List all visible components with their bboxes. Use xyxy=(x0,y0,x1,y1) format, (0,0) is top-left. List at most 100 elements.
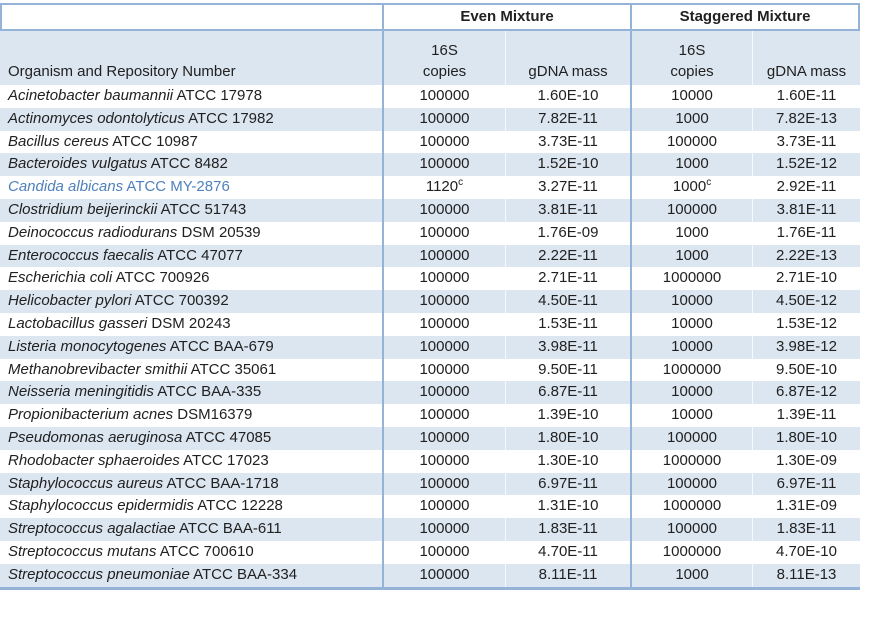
footnote-superscript: c xyxy=(706,177,712,189)
organism-name: Listeria monocytogenes xyxy=(8,337,167,355)
staggered-gdna-mass-cell: 2.22E-13 xyxy=(752,244,860,268)
even-gdna-mass-cell: 4.50E-11 xyxy=(505,290,630,313)
staggered-16s-copies-cell: 1000000 xyxy=(630,267,752,291)
organism-repository-number: ATCC 35061 xyxy=(190,360,277,378)
even-16s-copies-cell: 100000 xyxy=(382,540,505,564)
staggered-gdna-mass-cell: 1.83E-11 xyxy=(752,518,860,541)
table-body: Acinetobacter baumannii ATCC 17978 10000… xyxy=(0,85,860,590)
staggered-gdna-mass-cell: 7.82E-13 xyxy=(752,107,860,131)
even-gdna-mass-cell: 4.70E-11 xyxy=(505,540,630,564)
staggered-16s-copies-cell: 1000 xyxy=(630,107,752,131)
organism-cell: Staphylococcus aureus ATCC BAA-1718 xyxy=(0,473,382,496)
organism-cell: Escherichia coli ATCC 700926 xyxy=(0,267,382,290)
even-16s-copies-cell: 100000 xyxy=(382,267,505,291)
organism-name: Bacillus cereus xyxy=(8,132,109,150)
organism-cell: Rhodobacter sphaeroides ATCC 17023 xyxy=(0,450,382,473)
table-row: Propionibacterium acnes DSM16379 100000 … xyxy=(0,404,860,427)
staggered-16s-copies-cell: 10000 xyxy=(630,335,752,359)
staggered-gdna-mass-cell: 6.97E-11 xyxy=(752,472,860,496)
even-16s-copies-cell: 100000 xyxy=(382,244,505,268)
table-row: Bacillus cereus ATCC 10987 100000 3.73E-… xyxy=(0,130,860,154)
even-gdna-mass-cell: 8.11E-11 xyxy=(505,563,630,587)
even-16s-copies-cell: 100000 xyxy=(382,472,505,496)
organism-repository-number: ATCC MY-2876 xyxy=(126,178,230,196)
even-gdna-mass-cell: 9.50E-11 xyxy=(505,358,630,382)
staggered-gdna-mass-cell: 8.11E-13 xyxy=(752,563,860,587)
even-16s-copies-cell: 1120c xyxy=(382,176,505,199)
even-16s-copies-cell: 100000 xyxy=(382,495,505,519)
organism-repository-number: ATCC 700926 xyxy=(115,269,210,287)
staggered-16s-copies-cell: 1000 xyxy=(630,153,752,177)
staggered-16s-copies-cell: 1000000 xyxy=(630,449,752,473)
even-gdna-mass-cell: 1.53E-11 xyxy=(505,312,630,336)
table-row: Enterococcus faecalis ATCC 47077 100000 … xyxy=(0,244,860,268)
even-16s-label: 16S xyxy=(431,42,458,59)
staggered-gdna-mass-cell: 1.52E-12 xyxy=(752,153,860,177)
organism-cell: Bacillus cereus ATCC 10987 xyxy=(0,131,382,154)
organism-name: Lactobacillus gasseri xyxy=(8,314,148,332)
staggered-gdna-mass-cell: 1.53E-12 xyxy=(752,312,860,336)
organism-cell: Bacteroides vulgatus ATCC 8482 xyxy=(0,153,382,176)
table-row: Acinetobacter baumannii ATCC 17978 10000… xyxy=(0,85,860,108)
organism-repository-number: ATCC 47077 xyxy=(157,246,243,264)
staggered-16s-copies-cell: 10000 xyxy=(630,290,752,313)
organism-name: Streptococcus mutans xyxy=(8,542,157,560)
organism-repository-number: ATCC 17978 xyxy=(176,87,263,104)
staggered-gdna-mass-cell: 2.71E-10 xyxy=(752,267,860,291)
organism-repository-number: ATCC 17982 xyxy=(188,109,274,127)
table-row: Methanobrevibacter smithii ATCC 35061 10… xyxy=(0,358,860,382)
even-gdna-mass-cell: 3.81E-11 xyxy=(505,198,630,222)
organism-cell: Neisseria meningitidis ATCC BAA-335 xyxy=(0,381,382,404)
even-16s-copies-cell: 100000 xyxy=(382,358,505,382)
even-gdna-mass-cell: 2.71E-11 xyxy=(505,267,630,291)
organism-cell: Acinetobacter baumannii ATCC 17978 xyxy=(0,85,382,108)
table-row: Pseudomonas aeruginosa ATCC 47085 100000… xyxy=(0,426,860,450)
staggered-16s-copies-cell: 100000 xyxy=(630,426,752,450)
even-16s-copies-cell: 100000 xyxy=(382,130,505,154)
even-16s-copies-cell: 100000 xyxy=(382,221,505,245)
organism-cell: Lactobacillus gasseri DSM 20243 xyxy=(0,313,382,336)
even-16s-copies-cell: 100000 xyxy=(382,449,505,473)
organism-repository-number: ATCC 10987 xyxy=(112,132,198,150)
staggered-gdna-mass-cell: 3.81E-11 xyxy=(752,198,860,222)
staggered-gdna-mass-header: gDNA mass xyxy=(752,31,860,85)
organism-name: Helicobacter pylori xyxy=(8,292,132,310)
organism-repository-number: ATCC BAA-679 xyxy=(169,337,274,355)
even-gdna-mass-cell: 1.83E-11 xyxy=(505,518,630,541)
even-16s-copies-cell: 100000 xyxy=(382,290,505,313)
table-column-header-row: Organism and Repository Number 16S copie… xyxy=(0,31,860,85)
staggered-16s-copies-cell: 1000 xyxy=(630,563,752,587)
staggered-16s-copies-cell: 10000 xyxy=(630,312,752,336)
organism-cell: Pseudomonas aeruginosa ATCC 47085 xyxy=(0,427,382,450)
even-gdna-mass-cell: 3.73E-11 xyxy=(505,130,630,154)
organism-repository-number: DSM 20539 xyxy=(181,223,261,241)
even-gdna-mass-cell: 1.80E-10 xyxy=(505,426,630,450)
organism-repository-number: ATCC 47085 xyxy=(185,428,272,446)
table-row: Deinococcus radiodurans DSM 20539 100000… xyxy=(0,221,860,245)
staggered-16s-copies-cell: 1000000 xyxy=(630,495,752,519)
organism-cell: Deinococcus radiodurans DSM 20539 xyxy=(0,222,382,245)
even-16s-copies-cell: 100000 xyxy=(382,335,505,359)
staggered-16s-copies-cell: 100000 xyxy=(630,518,752,541)
staggered-gdna-mass-cell: 2.92E-11 xyxy=(752,176,860,199)
organism-repository-number: DSM 20243 xyxy=(151,314,231,332)
staggered-16s-copies-cell: 1000000 xyxy=(630,358,752,382)
staggered-16s-copies-header: 16S copies xyxy=(630,31,752,85)
table-row: Lactobacillus gasseri DSM 20243 100000 1… xyxy=(0,312,860,336)
table-row: Streptococcus agalactiae ATCC BAA-611 10… xyxy=(0,518,860,541)
footnote-superscript: c xyxy=(458,177,464,189)
even-16s-copies-cell: 100000 xyxy=(382,563,505,587)
organism-column-header-label: Organism and Repository Number xyxy=(8,63,236,80)
organism-cell: Helicobacter pylori ATCC 700392 xyxy=(0,290,382,313)
organism-cell: Streptococcus agalactiae ATCC BAA-611 xyxy=(0,518,382,541)
table-row: Escherichia coli ATCC 700926 100000 2.71… xyxy=(0,267,860,291)
even-16s-copies-cell: 100000 xyxy=(382,85,505,108)
mixture-composition-table: Even Mixture Staggered Mixture Organism … xyxy=(0,3,860,590)
organism-repository-number: ATCC 8482 xyxy=(150,155,228,173)
staggered-gdna-mass-cell: 9.50E-10 xyxy=(752,358,860,382)
organism-repository-number: ATCC BAA-1718 xyxy=(166,474,279,492)
organism-name: Methanobrevibacter smithii xyxy=(8,360,188,378)
even-16s-copies-cell: 100000 xyxy=(382,312,505,336)
organism-column-header: Organism and Repository Number xyxy=(0,31,382,85)
group-header-empty-cell xyxy=(0,5,382,29)
